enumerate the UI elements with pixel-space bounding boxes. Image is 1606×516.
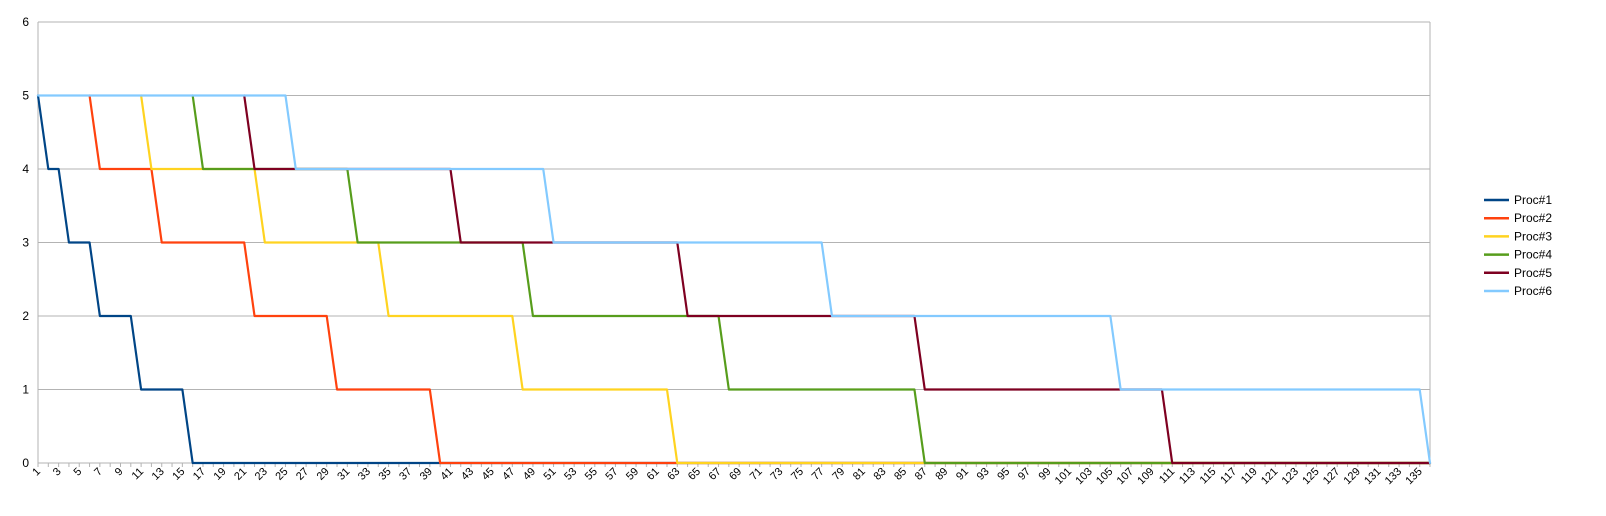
- x-tick-label: 81: [851, 466, 868, 483]
- x-tick-label: 121: [1259, 466, 1280, 487]
- x-tick-label: 55: [583, 466, 600, 483]
- y-tick-label: 0: [22, 456, 29, 470]
- y-tick-label: 5: [22, 89, 29, 103]
- x-tick-label: 37: [397, 466, 414, 483]
- x-tick-label: 15: [170, 466, 187, 483]
- x-tick-label: 19: [212, 466, 229, 483]
- x-tick-label: 9: [113, 466, 126, 479]
- x-tick-label: 49: [521, 466, 538, 483]
- x-tick-label: 35: [377, 466, 394, 483]
- x-tick-label: 57: [603, 466, 620, 483]
- x-tick-label: 33: [356, 466, 373, 483]
- x-tick-label: 85: [892, 466, 909, 483]
- x-tick-label: 99: [1036, 466, 1053, 483]
- x-tick-label: 95: [995, 466, 1012, 483]
- x-tick-label: 119: [1239, 466, 1260, 487]
- x-tick-label: 123: [1280, 466, 1301, 487]
- x-tick-label: 101: [1053, 466, 1074, 487]
- x-tick-label: 27: [294, 466, 311, 483]
- x-tick-label: 115: [1198, 466, 1219, 487]
- x-tick-label: 31: [335, 466, 352, 483]
- y-tick-label: 2: [22, 309, 29, 323]
- x-tick-label: 69: [727, 466, 744, 483]
- x-tick-label: 75: [789, 466, 806, 483]
- x-tick-label: 23: [253, 466, 270, 483]
- x-tick-label: 13: [150, 466, 167, 483]
- series-line-proc-1: [36, 94, 1432, 465]
- x-tick-label: 117: [1218, 466, 1239, 487]
- legend-label: Proc#3: [1514, 229, 1552, 243]
- series-line-proc-2: [88, 94, 1432, 465]
- series-line-proc-5: [243, 94, 1432, 465]
- x-tick-label: 107: [1115, 466, 1136, 487]
- x-tick-label: 65: [686, 466, 703, 483]
- legend: Proc#1 Proc#2 Proc#3 Proc#4 Proc#5 Proc#6: [1484, 193, 1552, 298]
- series-layer: [36, 94, 1432, 465]
- x-tick-label: 71: [748, 466, 765, 483]
- x-tick-label: 3: [51, 466, 64, 479]
- legend-label: Proc#2: [1514, 211, 1552, 225]
- x-tick-label: 7: [92, 466, 105, 479]
- x-tick-label: 93: [975, 466, 992, 483]
- x-tick-label: 17: [191, 466, 208, 483]
- legend-label: Proc#6: [1514, 284, 1552, 298]
- x-tick-label: 77: [810, 466, 827, 483]
- x-tick-label: 133: [1383, 466, 1404, 487]
- x-tick-label: 5: [72, 466, 85, 479]
- x-tick-label: 129: [1341, 466, 1362, 487]
- x-tick-label: 67: [707, 466, 724, 483]
- x-tick-label: 21: [232, 466, 249, 483]
- x-tick-label: 53: [562, 466, 579, 483]
- legend-label: Proc#1: [1514, 193, 1552, 207]
- series-line-proc-4: [191, 94, 1432, 465]
- y-tick-label: 6: [22, 15, 29, 29]
- x-tick-label: 43: [459, 466, 476, 483]
- y-tick-label: 1: [22, 383, 29, 397]
- x-tick-label: 91: [954, 466, 971, 483]
- x-tick-label: 113: [1177, 466, 1198, 487]
- x-tick-label: 79: [830, 466, 847, 483]
- x-tick-label: 1: [30, 466, 43, 479]
- x-tick-label: 127: [1321, 466, 1342, 487]
- legend-label: Proc#5: [1514, 266, 1552, 280]
- x-tick-label: 111: [1157, 466, 1177, 486]
- x-tick-label: 63: [665, 466, 682, 483]
- x-tick-label: 59: [624, 466, 641, 483]
- x-tick-label: 29: [315, 466, 332, 483]
- x-tick-label: 109: [1135, 466, 1156, 487]
- x-tick-label: 83: [871, 466, 888, 483]
- x-tick-label: 25: [273, 466, 290, 483]
- x-tick-label: 97: [1016, 466, 1033, 483]
- y-tick-label: 3: [22, 236, 29, 250]
- series-line-proc-6: [36, 94, 1432, 465]
- x-tick-label: 131: [1362, 466, 1383, 487]
- x-tick-label: 11: [130, 466, 147, 483]
- y-tick-label: 4: [22, 162, 29, 176]
- x-tick-label: 61: [645, 466, 662, 483]
- series-line-proc-3: [140, 94, 1432, 465]
- x-tick-label: 105: [1094, 466, 1115, 487]
- x-tick-label: 89: [933, 466, 950, 483]
- x-tick-label: 47: [500, 466, 517, 483]
- x-tick-label: 135: [1403, 466, 1424, 487]
- x-tick-label: 87: [913, 466, 930, 483]
- legend-label: Proc#4: [1514, 248, 1552, 262]
- x-tick-label: 103: [1073, 466, 1094, 487]
- x-tick-label: 73: [768, 466, 785, 483]
- x-tick-label: 39: [418, 466, 435, 483]
- x-tick-label: 51: [542, 466, 559, 483]
- x-tick-label: 45: [480, 466, 497, 483]
- x-tick-label: 125: [1300, 466, 1321, 487]
- x-tick-label: 41: [438, 466, 455, 483]
